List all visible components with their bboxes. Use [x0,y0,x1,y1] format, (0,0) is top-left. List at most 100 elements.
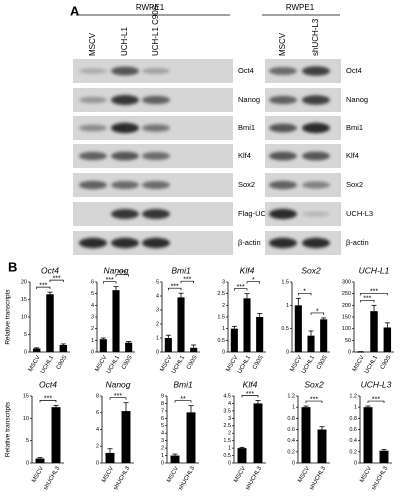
x-tick-label: MSCV [28,355,42,373]
bar [256,317,264,352]
bar [253,403,263,463]
y-tick-label: 1.5 [281,279,289,285]
blot-band [79,124,107,132]
y-tick-label: 3 [156,307,159,313]
y-tick-label: 0.5 [223,453,231,459]
blot-band [302,237,330,249]
blot-band [111,122,139,134]
protein-label: Klf4 [238,151,251,160]
y-tick-label: 2 [96,444,99,450]
y-tick-label: 0.2 [287,449,295,455]
y-tick-label: 0 [348,349,351,355]
blot-band [142,181,170,189]
blot-band [142,152,170,160]
significance-bracket [167,287,182,291]
panel-label: B [8,259,17,274]
x-tick-label: MSCV [352,355,366,373]
chart-title: Sox2 [304,379,324,389]
bar [230,328,238,352]
significance-bracket [241,395,259,398]
y-tick-label: 4.5 [223,393,231,399]
y-tick-label: 0.8 [349,416,357,422]
chart-title: Sox2 [301,265,321,275]
x-tick-label: C90S [316,355,329,371]
bar [164,338,172,352]
y-tick-label: 0.4 [287,438,295,444]
bar [59,345,68,352]
bar [105,452,115,463]
protein-label: Bmi1 [238,123,255,132]
x-tick-label: MSCV [31,466,45,484]
x-tick-label: UCHL1 [40,354,55,375]
y-tick-label: 6 [161,416,164,422]
significance-label: * [252,277,255,284]
bar [379,450,389,463]
bar [35,458,45,463]
protein-label: β-actin [346,238,369,247]
y-tick-label: 3 [228,416,231,422]
chart-title: Bmi1 [173,379,193,389]
significance-bracket [115,274,130,277]
y-tick-label: 6 [91,279,94,285]
y-tick-label: 1 [161,453,164,459]
significance-bracket [36,286,51,290]
significance-bracket [174,400,192,403]
blot-band [79,180,107,190]
bar [317,429,327,463]
blot-band [79,151,107,161]
chart-title: Klf4 [243,379,258,389]
y-tick-label: 0.5 [217,338,225,344]
x-tick-label: MSCV [359,466,373,484]
panel-label: A [70,3,80,18]
blot-band [302,66,330,76]
chart-title: Oct4 [39,379,57,389]
bar [301,407,311,463]
significance-label: *** [106,277,114,284]
bar [294,305,302,352]
x-tick-label: UCHL1 [171,354,186,375]
blot-band [79,96,107,104]
significance-bracket [49,279,64,283]
blot-band [269,151,297,161]
protein-label: Bmi1 [346,123,363,132]
lane-label: MSCV [278,32,287,56]
lane-label: UCH-L1 [120,27,129,56]
x-tick-label: MSCV [166,466,180,484]
significance-bracket [310,312,325,315]
significance-bracket [39,400,57,403]
y-tick-label: 1.5 [217,314,225,320]
blot-band [302,211,330,217]
bar [243,298,251,352]
y-tick-label: 0 [292,460,295,466]
y-tick-label: 0.2 [349,449,357,455]
blot-band [302,95,330,105]
blot-band [79,237,107,249]
x-tick-label: shUCHL3 [43,465,62,491]
y-tick-label: 0 [228,460,231,466]
x-tick-label: UCHL1 [237,354,252,375]
significance-bracket [109,397,127,400]
bar [112,290,120,352]
y-tick-label: 100 [342,326,351,332]
x-tick-label: C90S [252,355,265,371]
y-tick-label: 0 [222,349,225,355]
x-tick-label: C90S [56,355,69,371]
y-tick-label: 5 [161,423,164,429]
significance-label: *** [118,270,126,277]
y-tick-label: 2.5 [223,423,231,429]
chart-title: Nanog [103,265,128,275]
blot-band [142,95,170,105]
y-tick-label: 150 [342,314,351,320]
blot-band [111,209,139,219]
chart-title: Bmi1 [171,265,191,275]
significance-label: * [303,289,306,296]
blot-band [269,67,297,75]
y-tick-label: 1 [91,338,94,344]
significance-bracket [360,299,375,303]
x-tick-label: shUCHL3 [113,465,132,491]
x-tick-label: MSCV [101,466,115,484]
significance-bracket [297,292,312,296]
blot-band [111,151,139,161]
blot-band [111,181,139,189]
blot-band [269,208,297,220]
